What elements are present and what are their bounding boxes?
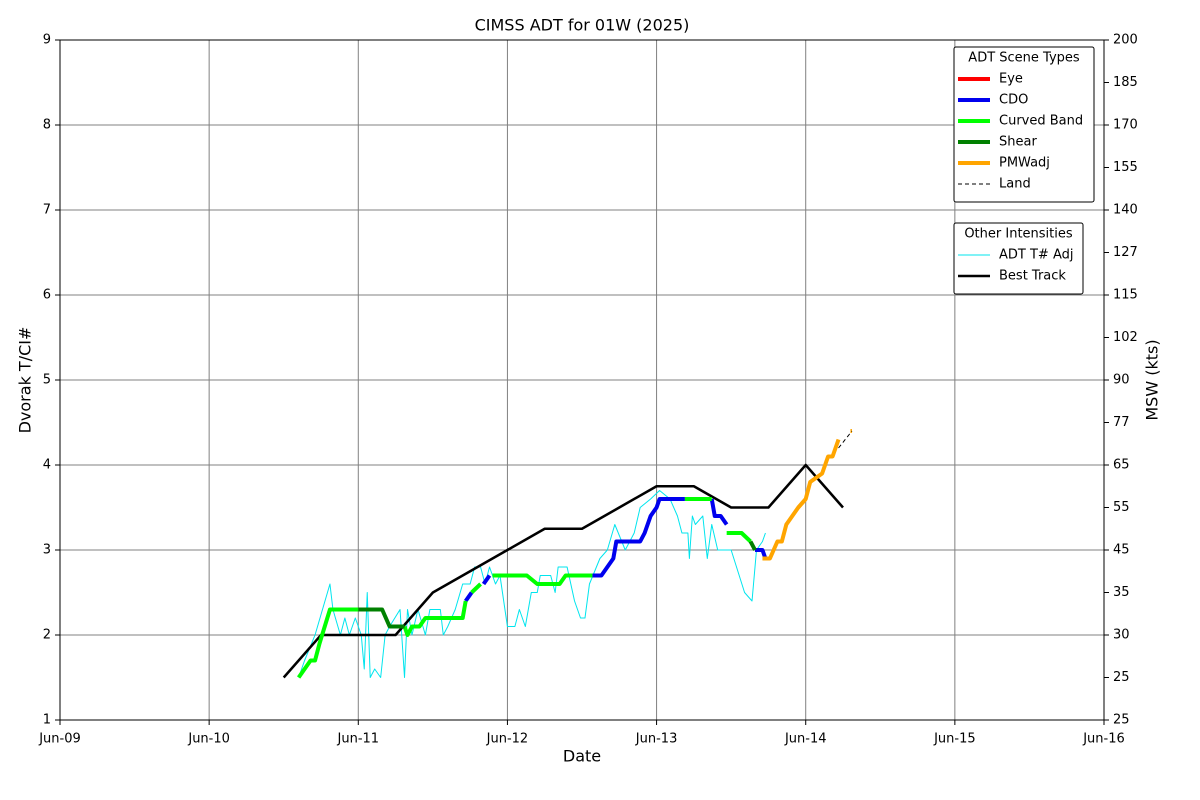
y2-tick-label: 200 — [1113, 33, 1138, 48]
x-tick-label: Jun-16 — [1082, 732, 1125, 747]
plot-frame — [59, 39, 1105, 721]
y-tick-label: 3 — [43, 543, 51, 558]
y2-tick-label: 170 — [1113, 118, 1138, 133]
x-tick-label: Jun-11 — [337, 732, 380, 747]
y-tick-label: 9 — [43, 33, 51, 48]
x-tick-label: Jun-15 — [933, 732, 976, 747]
legend-title: Other Intensities — [964, 227, 1073, 242]
series-line — [296, 497, 752, 679]
legend-label: ADT T# Adj — [999, 248, 1073, 263]
y2-tick-label: 55 — [1113, 500, 1130, 515]
legend-label: Best Track — [999, 269, 1066, 284]
series-line — [762, 429, 852, 561]
y-tick-label: 5 — [43, 373, 51, 388]
y2-tick-label: 90 — [1113, 373, 1130, 388]
y-tick-label: 4 — [43, 458, 51, 473]
y2-tick-label: 30 — [1113, 628, 1130, 643]
legend-label: Eye — [999, 72, 1023, 87]
x-tick-label: Jun-14 — [784, 732, 827, 747]
chart-title: CIMSS ADT for 01W (2025) — [475, 16, 690, 35]
x-tick-label: Jun-10 — [187, 732, 230, 747]
legend-label: PMWadj — [999, 156, 1050, 171]
x-tick-label: Jun-13 — [635, 732, 678, 747]
y-tick-label: 6 — [43, 288, 51, 303]
x-tick-label: Jun-09 — [38, 732, 81, 747]
y2-tick-label: 185 — [1113, 75, 1138, 90]
y-tick-label: 2 — [43, 628, 51, 643]
series-line — [464, 497, 768, 603]
y-tick-label: 1 — [43, 713, 51, 728]
legend-label: Shear — [999, 135, 1037, 150]
y-tick-label: 8 — [43, 118, 51, 133]
x-axis-label: Date — [563, 747, 601, 766]
x-tick-label: Jun-12 — [486, 732, 529, 747]
y2-tick-label: 45 — [1113, 543, 1130, 558]
y2-tick-label: 77 — [1113, 415, 1130, 430]
legend-title: ADT Scene Types — [968, 51, 1080, 66]
series-line — [298, 490, 766, 678]
y2-tick-label: 115 — [1113, 288, 1138, 303]
legend-label: Land — [999, 177, 1031, 192]
y-tick-label: 7 — [43, 203, 51, 218]
series-line — [358, 540, 757, 629]
y2-tick-label: 102 — [1113, 330, 1138, 345]
y2-axis-label: MSW (kts) — [1143, 339, 1162, 420]
y2-tick-label: 25 — [1113, 670, 1130, 685]
y2-tick-label: 140 — [1113, 203, 1138, 218]
legend-label: Curved Band — [999, 114, 1083, 129]
series-line — [838, 430, 853, 449]
y2-tick-label: 65 — [1113, 458, 1130, 473]
y2-tick-label: 127 — [1113, 245, 1138, 260]
legend-label: CDO — [999, 93, 1028, 108]
series-line — [282, 463, 844, 679]
y2-tick-label: 35 — [1113, 585, 1130, 600]
y-axis-label: Dvorak T/CI# — [16, 327, 35, 434]
y2-tick-label: 25 — [1113, 713, 1130, 728]
y2-tick-label: 155 — [1113, 160, 1138, 175]
